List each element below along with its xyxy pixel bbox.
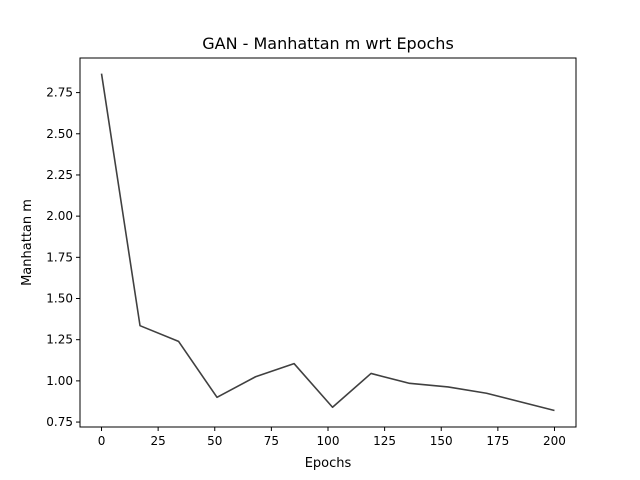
series-line [100, 73, 555, 412]
x-tick-label: 175 [486, 434, 509, 448]
x-tick-label: 0 [98, 434, 106, 448]
x-tick-label: 125 [373, 434, 396, 448]
y-axis-label: Manhattan m [20, 199, 35, 286]
y-tick-label: 1.00 [46, 374, 73, 388]
y-tick-label: 0.75 [46, 415, 73, 429]
x-tick-label: 100 [317, 434, 340, 448]
x-axis-label: Epochs [305, 456, 352, 471]
y-tick-label: 1.50 [46, 292, 73, 306]
y-tick-label: 2.25 [46, 168, 73, 182]
y-tick-label: 1.75 [46, 250, 73, 264]
y-tick-label: 2.75 [46, 86, 73, 100]
series-layer [100, 73, 555, 412]
x-tick-label: 50 [207, 434, 222, 448]
y-tick-label: 1.25 [46, 333, 73, 347]
y-axis-ticks: 0.75 1.00 1.25 1.50 1.75 2.00 2.25 2.50 2.75 [46, 86, 80, 429]
x-tick-label: 150 [430, 434, 453, 448]
y-tick-label: 2.00 [46, 209, 73, 223]
x-axis-ticks: 0 25 50 75 100 125 150 175 200 [98, 427, 566, 448]
x-tick-label: 75 [264, 434, 279, 448]
x-tick-label: 200 [543, 434, 566, 448]
y-tick-label: 2.50 [46, 127, 73, 141]
plot-area-frame [79, 57, 577, 428]
chart-title: GAN - Manhattan m wrt Epochs [202, 34, 454, 53]
x-tick-label: 25 [150, 434, 165, 448]
